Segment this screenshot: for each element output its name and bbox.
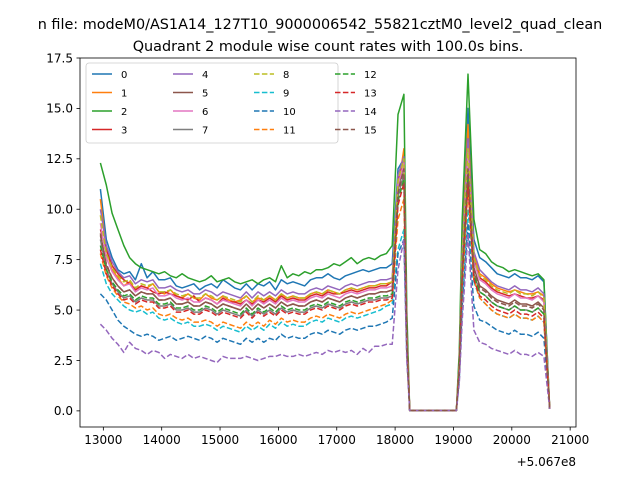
- y-tick-label: 15.0: [46, 102, 73, 116]
- series-line-11: [99, 188, 551, 412]
- y-tick-label: 17.5: [46, 51, 73, 65]
- legend-label-14: 14: [364, 107, 377, 118]
- y-tick-label: 5.0: [54, 303, 73, 317]
- series-line-2: [99, 73, 551, 412]
- legend-box: [85, 62, 339, 144]
- x-axis: 13000 14000 15000 16000 17000 18000 19000 20000…: [84, 427, 589, 447]
- y-tick-label: 0.0: [54, 404, 73, 418]
- series-line-9: [99, 208, 551, 412]
- x-offset-label: +5.067e8: [517, 455, 576, 469]
- y-tick-label: 10.0: [46, 203, 73, 217]
- series-line-10: [99, 222, 551, 412]
- legend-label-13: 13: [364, 88, 377, 99]
- legend-label-12: 12: [364, 70, 377, 81]
- x-tick-label: 20000: [493, 433, 531, 447]
- series-line-0: [99, 107, 551, 412]
- series-line-6: [99, 152, 551, 412]
- y-tick-label: 12.5: [46, 152, 73, 166]
- x-tick-label: 18000: [376, 433, 414, 447]
- series-line-8: [99, 147, 551, 412]
- plot-lines: [99, 73, 551, 412]
- legend-label-1: 1: [121, 88, 127, 99]
- series-line-4: [99, 137, 551, 412]
- legend-label-15: 15: [364, 125, 377, 136]
- legend-label-3: 3: [121, 125, 127, 136]
- legend-label-2: 2: [121, 107, 127, 118]
- legend-label-4: 4: [202, 70, 208, 81]
- legend-label-0: 0: [121, 70, 127, 81]
- x-tick-label: 21000: [551, 433, 589, 447]
- plot-frame: [79, 57, 577, 428]
- x-tick-label: 13000: [84, 433, 122, 447]
- y-axis: 0.0 2.5 5.0 7.5 10.0 12.5 15.0 17.5: [46, 51, 80, 418]
- legend-label-10: 10: [283, 107, 296, 118]
- series-line-13: [99, 182, 551, 412]
- x-tick-label: 17000: [318, 433, 356, 447]
- legend-label-6: 6: [202, 107, 208, 118]
- legend-label-11: 11: [283, 125, 296, 136]
- x-tick-label: 14000: [143, 433, 181, 447]
- legend-label-5: 5: [202, 88, 208, 99]
- series-line-15: [99, 168, 551, 412]
- series-line-14: [99, 232, 551, 412]
- chart-title: Quadrant 2 module wise count rates with …: [133, 39, 524, 55]
- figure-suptitle: n file: modeM0/AS1A14_127T10_9000006542_…: [38, 17, 603, 33]
- legend-label-8: 8: [283, 70, 289, 81]
- legend-label-9: 9: [283, 88, 289, 99]
- y-tick-label: 7.5: [54, 253, 73, 267]
- series-line-12: [99, 178, 551, 412]
- legend-label-7: 7: [202, 125, 208, 136]
- y-tick-label: 2.5: [54, 354, 73, 368]
- series-line-1: [99, 123, 551, 412]
- series-line-7: [99, 172, 551, 412]
- x-tick-label: 19000: [434, 433, 472, 447]
- x-tick-label: 16000: [259, 433, 297, 447]
- x-tick-label: 15000: [201, 433, 239, 447]
